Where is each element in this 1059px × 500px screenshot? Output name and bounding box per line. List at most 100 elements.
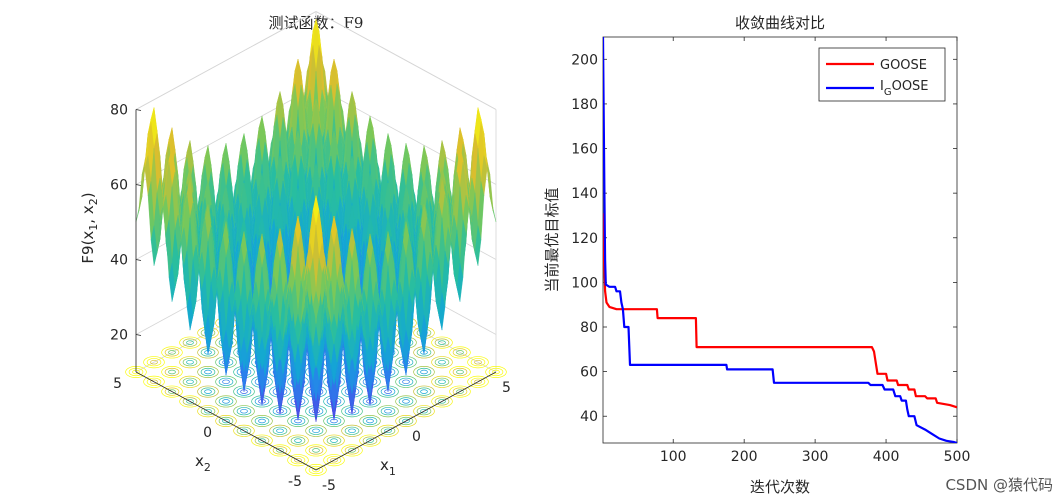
contour-ring [359,415,381,427]
contour-ring [449,366,471,378]
contour-ring [179,395,201,408]
contour-ring [222,379,230,385]
y-tick-label: 160 [571,142,598,158]
contour-ring [362,436,378,445]
contour-ring [431,375,453,388]
contour-ring [236,407,252,416]
contour-ring [240,428,248,434]
contour-ring [254,436,270,445]
series-line-goose [603,213,957,409]
contour-ring [218,397,234,406]
contour-ring [146,358,162,367]
surface-tick-labels: 20 40 60 80 -5 0 5 -5 0 5 [110,103,511,495]
surface-axis-box-front [135,109,497,471]
contour-ring [395,395,417,408]
contour-ring [348,428,356,434]
contour-ring [348,448,356,453]
surface-patch [312,291,320,321]
contour-ring [380,407,396,416]
convergence-plot-panel: 收敛曲线对比 100 200 300 400 500 40 60 80 100 120 140 160… [543,14,970,496]
x1-tick-label: 5 [502,380,511,396]
y-tick-label: 180 [571,97,598,113]
legend-label-goose: GOOSE [880,58,927,73]
contour-ring [215,375,237,388]
contour-ring [179,356,201,369]
contour-ring [258,418,266,424]
surface-zlabel: F9(x1, x2) [79,192,100,263]
series-line-igoose [603,37,957,443]
contour-ring [438,340,446,345]
contour-ring [186,379,194,385]
contour-ring [305,444,327,457]
contour-ring [251,415,273,427]
x2-tick-label: 0 [203,425,212,441]
contour-ring [384,408,392,414]
contour-ring [330,457,338,463]
contour-ring [452,387,468,396]
contour-ring [452,348,468,357]
contour-ring [485,366,507,378]
x1-tick-label: 0 [412,429,421,445]
contour-ring [222,418,230,424]
contour-ring [197,385,219,398]
surface-ylabel: x2 [195,452,211,474]
contour-ring [215,415,237,427]
z-grid-line [315,11,497,110]
contour-ring [341,424,363,437]
contour-ring [416,367,432,377]
contour-ring [456,389,464,394]
z-tick-label: 80 [110,103,128,119]
contour-ring [413,385,435,398]
contour-ring [305,424,327,437]
y-tick-label: 40 [580,409,598,425]
contour-ring [402,379,410,385]
x2-tick-label: 5 [113,376,122,392]
contour-ring [168,350,176,355]
contour-ring [434,358,450,367]
contour-ring [168,389,176,394]
contour-ring [258,438,266,443]
contour-ring [269,444,291,457]
z-tick-mark [135,184,142,186]
contour-ring [312,467,320,473]
contour-ring [323,434,345,447]
contour-ring [204,369,212,375]
contour-ring [384,428,392,434]
contour-ring [362,416,378,426]
contour-ring [467,356,489,369]
contour-ring [434,377,450,386]
contour-ring [377,424,399,437]
convergence-xlabel: 迭代次数 [750,478,810,496]
contour-ring [164,367,180,377]
contour-ring [438,399,446,404]
contour-ring [200,367,216,377]
contour-ring [233,424,255,437]
contour-ring [359,434,381,447]
contour-ring [143,356,165,369]
contour-ring [470,358,486,367]
contour-ring [150,359,158,365]
contour-ring [186,399,194,404]
surface-mesh [135,18,497,422]
contour-ring [366,438,374,443]
watermark: CSDN @猿代码 [945,476,1053,494]
convergence-ylabel: 当前最优目标值 [543,187,561,292]
contour-ring [470,377,486,386]
axis-line-x2 [135,371,317,471]
contour-ring [150,379,158,385]
legend-label-igoose: IGOOSE [880,79,929,98]
x2-tick-label: -5 [288,474,302,490]
contour-ring [146,377,162,386]
contour-ring [456,350,464,355]
contour-ring [164,387,180,396]
contour-ring [308,426,324,435]
contour-ring [179,336,201,349]
contour-ring [330,438,338,443]
contour-ring [143,375,165,388]
contour-ring [287,434,309,447]
contour-ring [161,385,183,398]
contour-ring [294,438,302,443]
contour-ring [326,456,342,465]
contour-ring [398,377,414,386]
y-tick-label: 120 [571,231,598,247]
